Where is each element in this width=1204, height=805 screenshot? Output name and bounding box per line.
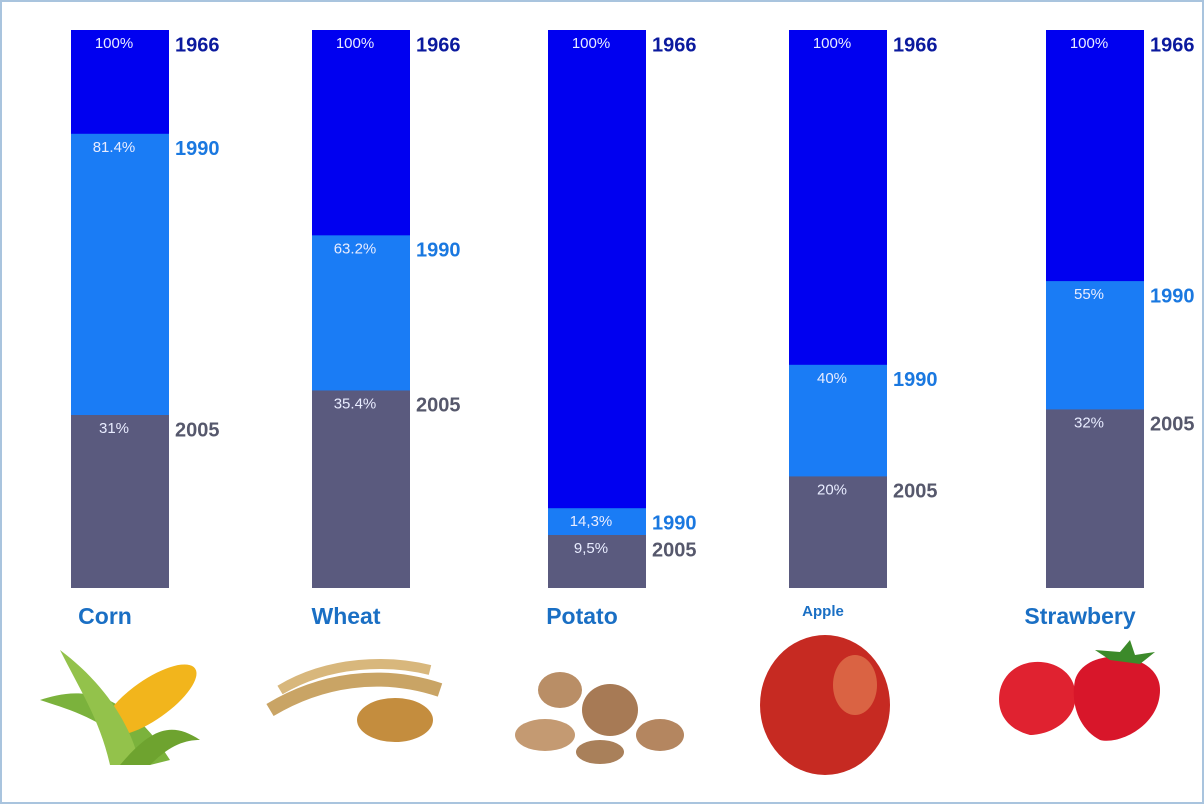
- series-label: 1990: [893, 369, 938, 391]
- series-label: 1990: [652, 512, 697, 534]
- value-label: 100%: [336, 35, 374, 52]
- series-label: 1966: [175, 34, 220, 56]
- series-label: 1990: [1150, 285, 1195, 307]
- bar: [312, 390, 410, 588]
- series-label: 2005: [175, 419, 220, 441]
- category-label: Corn: [78, 603, 132, 629]
- value-label: 35.4%: [334, 395, 377, 412]
- value-label: 40%: [817, 370, 847, 387]
- series-label: 2005: [893, 481, 938, 503]
- series-label: 2005: [652, 539, 697, 561]
- value-label: 20%: [817, 481, 847, 498]
- value-label: 9,5%: [574, 540, 608, 557]
- category-label: Apple: [802, 603, 844, 620]
- value-label: 100%: [813, 35, 851, 52]
- value-label: 100%: [95, 35, 133, 52]
- value-label: 63.2%: [334, 240, 377, 257]
- value-label: 100%: [1070, 35, 1108, 52]
- bar: [1046, 409, 1144, 588]
- category-label: Strawbery: [1024, 603, 1135, 629]
- series-label: 2005: [1150, 414, 1195, 436]
- series-label: 1966: [416, 34, 461, 56]
- category-label: Potato: [546, 603, 618, 629]
- apple-image: [760, 635, 890, 775]
- series-label: 1966: [1150, 34, 1195, 56]
- series-label: 1990: [175, 138, 220, 160]
- bar: [548, 30, 646, 588]
- value-label: 55%: [1074, 286, 1104, 303]
- series-label: 1966: [893, 34, 938, 56]
- chart: 100% 1966 100% 1966 100% 1966 100% 1966 100% 1966…: [0, 0, 1204, 805]
- series-label: 1990: [416, 240, 461, 262]
- value-label: 32%: [1074, 414, 1104, 431]
- series-label: 1966: [652, 34, 697, 56]
- category-label: Wheat: [312, 603, 381, 629]
- value-label: 31%: [99, 420, 129, 437]
- value-label: 81.4%: [93, 139, 136, 156]
- value-label: 14,3%: [570, 513, 613, 530]
- series-label: 2005: [416, 395, 461, 417]
- bar: [71, 415, 169, 588]
- value-label: 100%: [572, 35, 610, 52]
